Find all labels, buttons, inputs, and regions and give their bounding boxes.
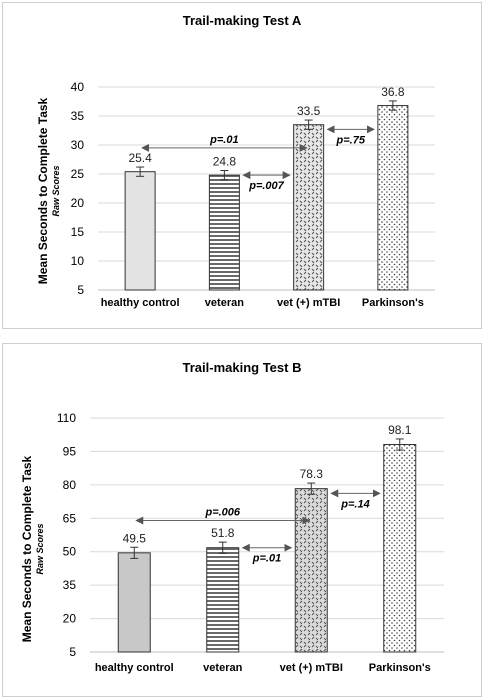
y-tick-label: 20: [63, 612, 77, 626]
bar: [208, 174, 240, 291]
category-label: vet (+) mTBI: [280, 662, 343, 674]
data-label: 25.4: [128, 151, 152, 165]
data-label: 36.8: [381, 85, 405, 99]
data-label: 98.1: [388, 423, 412, 437]
y-tick-label: 30: [71, 138, 85, 152]
data-label: 78.3: [300, 467, 324, 481]
y-tick-label: 80: [63, 478, 77, 492]
y-axis-label: Mean Seconds to Complete Task: [36, 97, 50, 284]
y-tick-label: 50: [63, 545, 77, 559]
p-value-label: p=.75: [336, 134, 366, 146]
y-tick-label: 25: [71, 167, 85, 181]
category-label: veteran: [203, 662, 242, 674]
y-tick-label: 10: [71, 254, 85, 268]
bar: [294, 488, 328, 653]
plot-area: 5 20 35 50 65 80 95 110 49.5 healthy control 51.8 v…: [57, 411, 444, 674]
bar: [124, 171, 156, 291]
bar: [117, 552, 151, 653]
y-axis-sublabel: Raw Scores: [35, 523, 45, 574]
y-axis-label-group: Mean Seconds to Complete Task Raw Scores: [36, 97, 61, 284]
y-tick-label: 5: [69, 645, 76, 659]
chart-panel-a: Trail-making Test A Mean Seconds to Comp…: [2, 2, 482, 329]
y-tick-label: 40: [71, 80, 85, 94]
data-label: 49.5: [123, 531, 147, 545]
bar: [293, 124, 325, 291]
category-label: veteran: [205, 297, 244, 309]
y-tick-label: 35: [71, 109, 85, 123]
chart-panel-b: Trail-making Test B Mean Seconds to Comp…: [2, 343, 482, 697]
data-label: 51.8: [211, 526, 235, 540]
category-label: Parkinson's: [362, 297, 424, 309]
category-label: healthy control: [95, 662, 174, 674]
y-axis-label: Mean Seconds to Complete Task: [20, 455, 34, 642]
y-tick-label: 95: [63, 444, 77, 458]
chart-title: Trail-making Test B: [183, 360, 302, 375]
category-label: Parkinson's: [369, 662, 431, 674]
category-label: vet (+) mTBI: [277, 297, 340, 309]
y-tick-label: 20: [71, 196, 85, 210]
y-tick-label: 15: [71, 225, 85, 239]
y-axis-sublabel: Raw Scores: [51, 165, 61, 216]
p-value-label: p=.01: [209, 134, 238, 146]
y-axis-label-group: Mean Seconds to Complete Task Raw Scores: [20, 455, 45, 642]
y-tick-label: 65: [63, 511, 77, 525]
bar: [206, 547, 240, 653]
y-tick-label: 110: [57, 411, 76, 425]
y-tick-label: 35: [63, 578, 77, 592]
y-tick-label: 5: [77, 283, 84, 297]
p-value-label: p=.007: [248, 180, 284, 192]
data-label: 24.8: [213, 155, 237, 169]
category-label: healthy control: [101, 297, 180, 309]
chart-a: Trail-making Test A Mean Seconds to Comp…: [36, 13, 435, 309]
p-value-label: p=.14: [340, 498, 369, 510]
plot-area: 5 10 15 20 25 30 35 40 25.4 healthy control 24.8 ve…: [71, 80, 435, 309]
chart-b: Trail-making Test B Mean Seconds to Comp…: [20, 360, 444, 674]
bar: [377, 105, 409, 291]
bar: [383, 444, 417, 653]
p-value-label: p=.01: [252, 553, 281, 565]
data-label: 33.5: [297, 104, 321, 118]
chart-title: Trail-making Test A: [183, 13, 302, 28]
p-value-label: p=.006: [204, 507, 240, 519]
